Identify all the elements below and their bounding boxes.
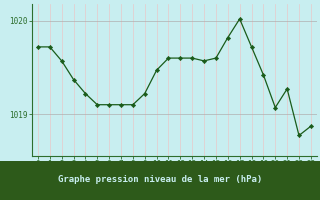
Text: Graphe pression niveau de la mer (hPa): Graphe pression niveau de la mer (hPa) xyxy=(58,175,262,184)
